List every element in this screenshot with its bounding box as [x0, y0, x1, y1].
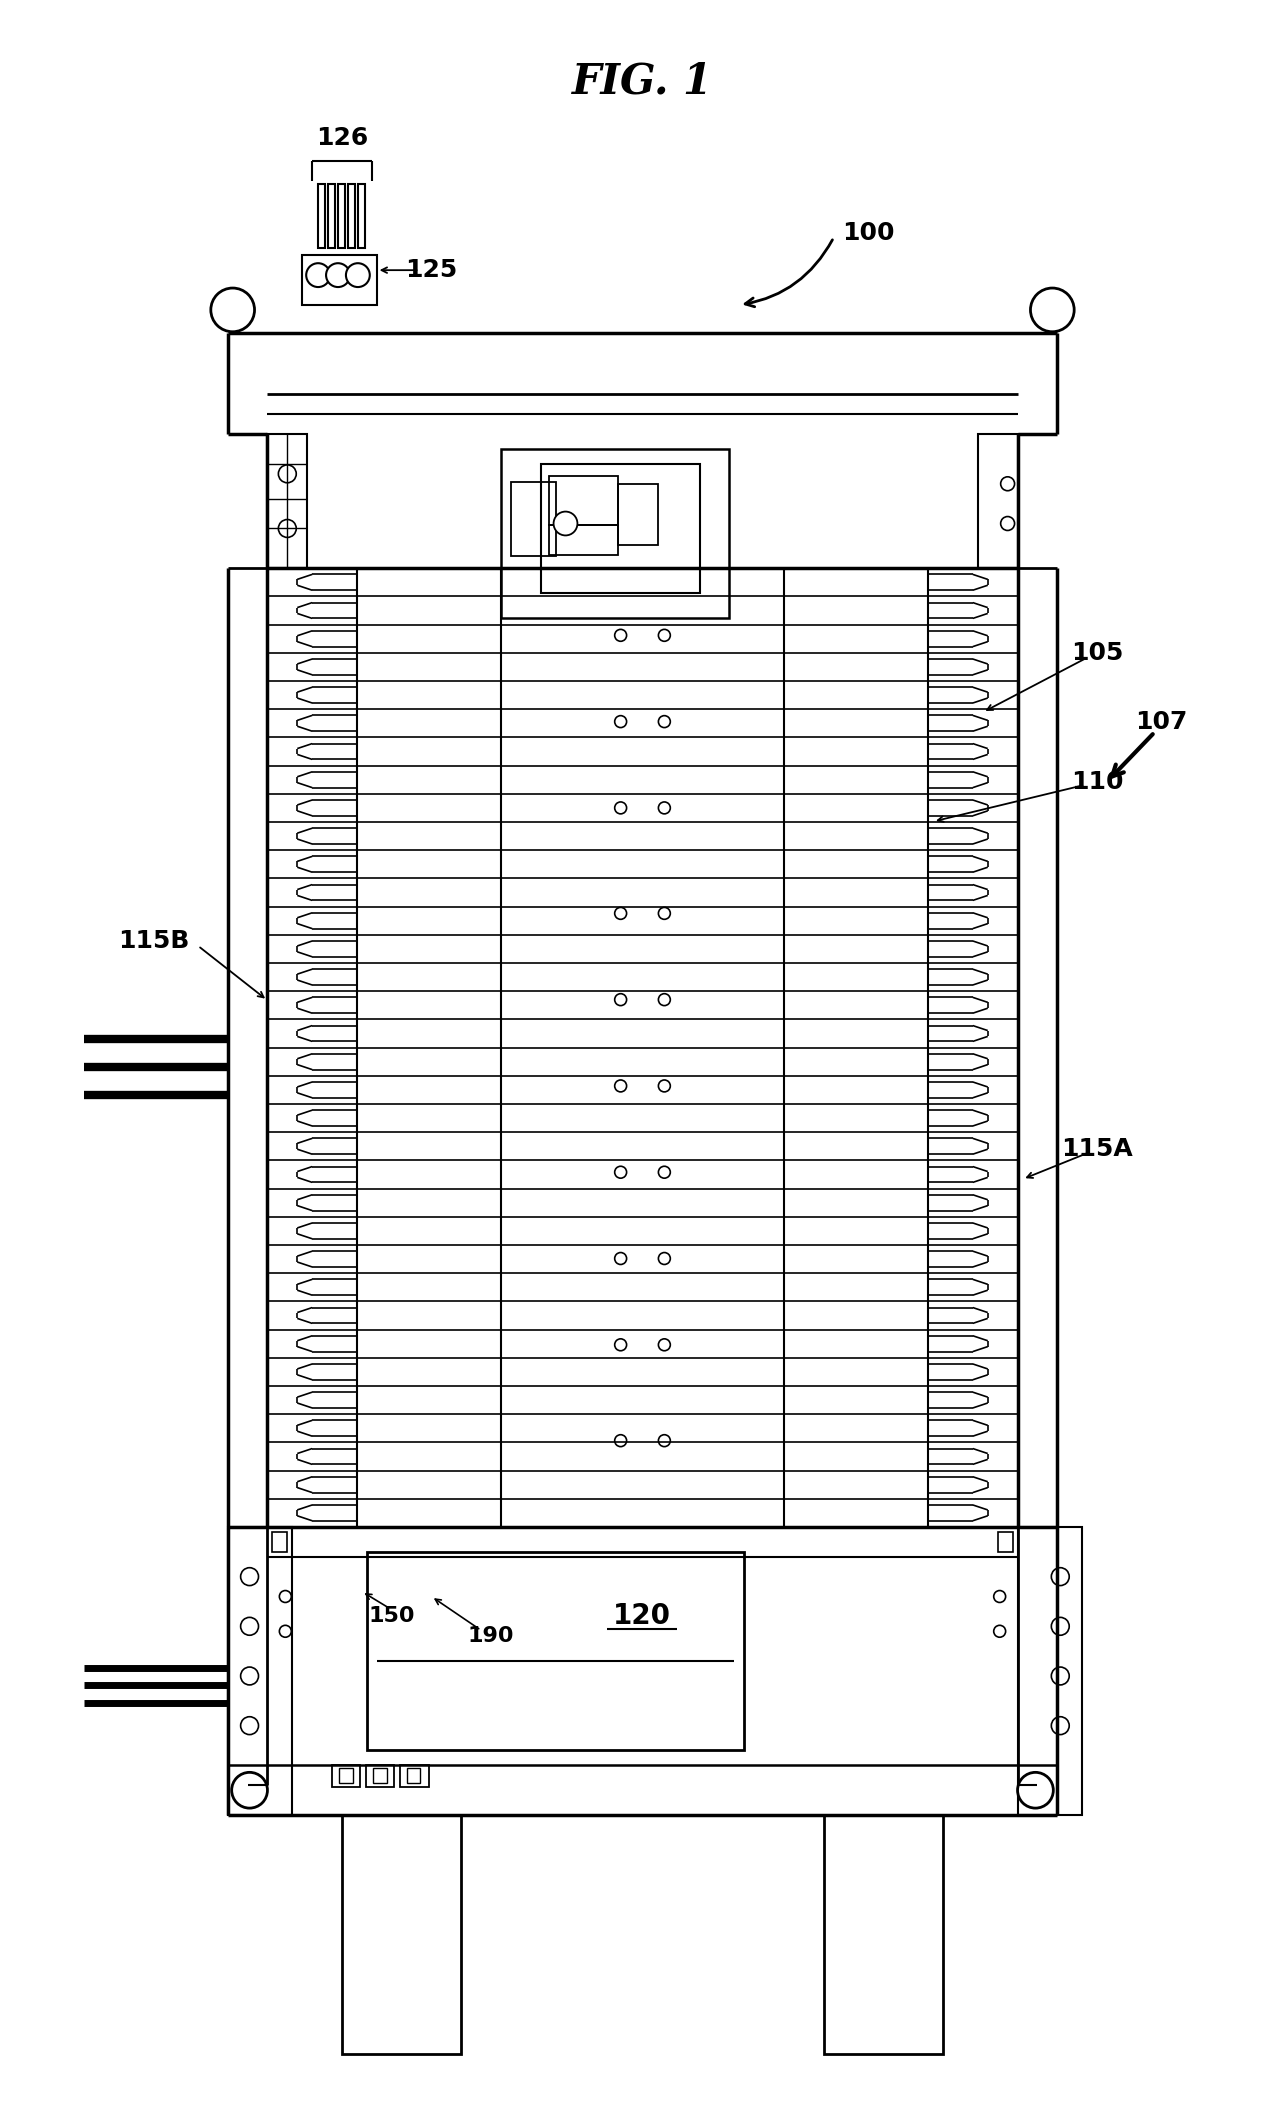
Circle shape — [211, 288, 254, 331]
Circle shape — [1051, 1716, 1069, 1735]
Circle shape — [658, 1434, 671, 1447]
Bar — [824, 1816, 943, 2053]
Text: 126: 126 — [316, 125, 368, 151]
Bar — [1018, 1527, 1082, 1816]
Circle shape — [614, 1080, 627, 1092]
Bar — [328, 185, 335, 248]
Circle shape — [614, 1167, 627, 1177]
Bar — [319, 185, 325, 248]
Bar — [549, 475, 618, 526]
Circle shape — [240, 1667, 258, 1684]
Circle shape — [231, 1773, 267, 1807]
Text: 115A: 115A — [1061, 1137, 1133, 1162]
Bar — [366, 1765, 393, 1788]
Text: 190: 190 — [468, 1627, 514, 1646]
Circle shape — [993, 1625, 1006, 1637]
Text: 107: 107 — [1136, 711, 1187, 734]
Bar — [357, 185, 365, 248]
Bar — [549, 526, 618, 556]
Circle shape — [279, 520, 297, 537]
Circle shape — [614, 802, 627, 814]
Bar — [978, 435, 1018, 568]
Circle shape — [1051, 1667, 1069, 1684]
Bar — [332, 1765, 360, 1788]
Circle shape — [279, 464, 297, 484]
Text: 110: 110 — [1070, 770, 1123, 793]
Bar — [373, 1769, 387, 1784]
FancyArrowPatch shape — [745, 240, 833, 308]
Text: 150: 150 — [369, 1606, 415, 1627]
Text: FIG. 1: FIG. 1 — [572, 59, 712, 102]
Circle shape — [279, 1625, 292, 1637]
Circle shape — [614, 1338, 627, 1351]
Circle shape — [658, 802, 671, 814]
Bar — [997, 1531, 1013, 1553]
Text: 115B: 115B — [118, 929, 190, 952]
Bar — [618, 484, 658, 545]
Circle shape — [658, 993, 671, 1005]
Circle shape — [658, 908, 671, 918]
Circle shape — [658, 1254, 671, 1264]
Bar — [339, 1769, 353, 1784]
Bar — [342, 1816, 461, 2053]
Circle shape — [1001, 477, 1015, 490]
Bar — [272, 1531, 288, 1553]
Text: 125: 125 — [405, 259, 457, 282]
Bar — [501, 450, 730, 617]
Circle shape — [658, 1080, 671, 1092]
Circle shape — [1051, 1618, 1069, 1635]
Circle shape — [658, 715, 671, 728]
Bar — [511, 481, 555, 556]
Bar — [400, 1765, 429, 1788]
Bar — [541, 464, 699, 594]
Circle shape — [1018, 1773, 1054, 1807]
Text: 120: 120 — [613, 1601, 671, 1631]
Circle shape — [1001, 518, 1015, 530]
Circle shape — [326, 263, 350, 286]
Circle shape — [1051, 1567, 1069, 1587]
Circle shape — [240, 1567, 258, 1587]
Circle shape — [306, 263, 330, 286]
Circle shape — [993, 1591, 1006, 1603]
Circle shape — [346, 263, 370, 286]
Circle shape — [614, 993, 627, 1005]
Circle shape — [614, 1254, 627, 1264]
Circle shape — [554, 511, 577, 534]
Circle shape — [658, 1167, 671, 1177]
Circle shape — [240, 1716, 258, 1735]
Circle shape — [614, 630, 627, 641]
Bar — [302, 255, 377, 305]
Bar — [406, 1769, 420, 1784]
Bar — [267, 435, 307, 568]
Circle shape — [658, 630, 671, 641]
Circle shape — [614, 715, 627, 728]
Bar — [227, 1527, 292, 1816]
Circle shape — [658, 1338, 671, 1351]
Text: 105: 105 — [1070, 641, 1123, 664]
Text: 100: 100 — [842, 221, 894, 246]
Circle shape — [614, 908, 627, 918]
Bar — [348, 185, 355, 248]
Bar — [338, 185, 344, 248]
Bar — [366, 1553, 744, 1750]
Circle shape — [279, 1591, 292, 1603]
Circle shape — [614, 1434, 627, 1447]
Circle shape — [1031, 288, 1074, 331]
FancyArrowPatch shape — [1112, 734, 1153, 776]
Circle shape — [240, 1618, 258, 1635]
